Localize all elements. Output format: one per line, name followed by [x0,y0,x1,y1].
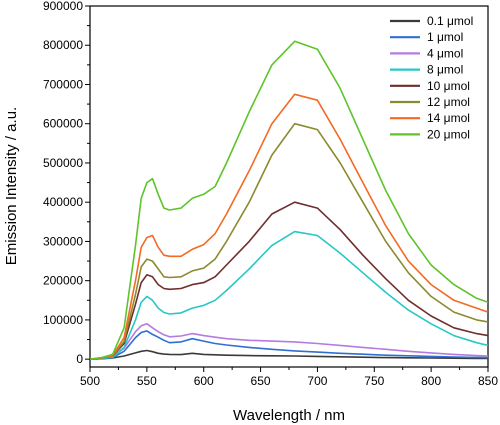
x-tick-label: 850 [478,374,498,388]
series-line-4 [89,201,489,360]
series-layer [89,40,489,360]
legend-label: 12 μmol [427,95,470,109]
y-tick-label: 300000 [43,234,83,248]
x-tick-label: 700 [307,374,327,388]
tick-layer: 500 550 600 650 700 750 800 850 0 100000 200000 300… [43,0,498,388]
series-line-6 [89,93,489,360]
y-tick-label: 900000 [43,0,83,13]
x-tick-label: 800 [421,374,441,388]
y-tick-label: 0 [76,352,83,366]
x-tick-label: 750 [364,374,384,388]
series-line-1 [89,330,489,360]
y-tick-label: 100000 [43,313,83,327]
x-axis-title: Wavelength / nm [233,407,345,424]
legend-label: 8 μmol [427,63,463,77]
y-tick-label: 400000 [43,195,83,209]
y-axis-title: Emission Intensity / a.u. [3,107,20,265]
x-tick-label: 600 [194,374,214,388]
series-line-0 [89,349,488,360]
legend-label: 0.1 μmol [427,14,473,28]
legend-label: 4 μmol [427,46,463,60]
legend: 0.1 μmol 1 μmol 4 μmol 8 μmol 10 μmol 12 μmol… [390,14,473,141]
series-line-5 [89,122,489,360]
legend-label: 10 μmol [427,79,470,93]
legend-label: 14 μmol [427,111,470,125]
y-tick-label: 500000 [43,156,83,170]
y-tick-label: 200000 [43,274,83,288]
x-tick-label: 550 [137,374,157,388]
legend-label: 1 μmol [427,30,463,44]
series-line-3 [89,230,489,360]
y-tick-label: 800000 [43,38,83,52]
y-tick-label: 700000 [43,77,83,91]
legend-label: 20 μmol [427,127,470,141]
y-tick-label: 600000 [43,117,83,131]
series-line-7 [89,40,489,360]
x-tick-label: 500 [80,374,100,388]
series-line-2 [89,322,489,360]
x-tick-label: 650 [251,374,271,388]
